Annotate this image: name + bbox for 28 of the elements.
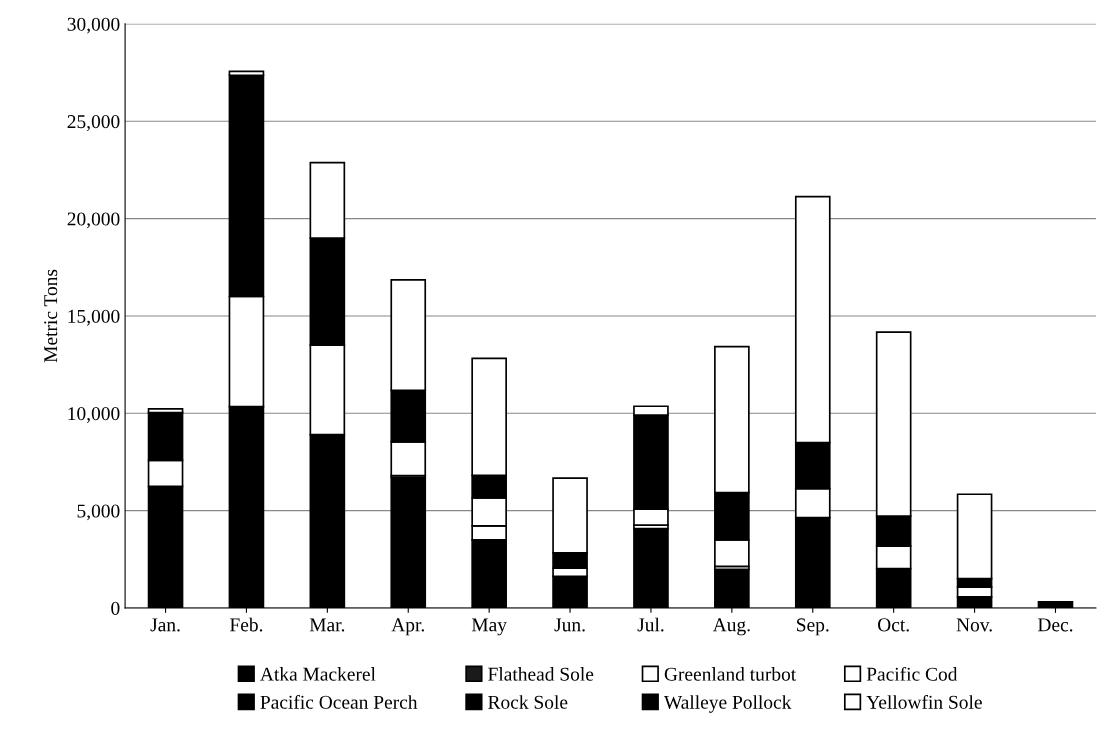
x-tick-label: Apr.: [391, 618, 424, 636]
legend-label: Flathead Sole: [488, 667, 594, 681]
legend-label: Rock Sole: [488, 695, 568, 709]
y-axis-title: Metric Tons: [44, 269, 58, 363]
x-tick-label: Jul.: [637, 617, 664, 632]
legend-label: Pacific Cod: [866, 666, 958, 681]
x-tick-label: Sep.: [797, 618, 829, 636]
legend-label: Walleye Pollock: [663, 695, 792, 713]
x-tick-label: Dec.: [1037, 618, 1073, 632]
y-tick-label: 5,000: [77, 504, 120, 521]
x-tick-label: Jan.: [150, 618, 180, 632]
x-tick-label: May: [471, 618, 507, 636]
legend-label: Yellowfin Sole: [866, 694, 982, 709]
x-tick-label: Oct.: [878, 618, 909, 632]
y-tick-label: 10,000: [68, 407, 120, 424]
y-tick-label: 15,000: [68, 309, 120, 326]
legend-label: Atka Mackerel: [260, 667, 376, 681]
x-tick-label: Jun.: [554, 618, 585, 632]
x-tick-label: Nov.: [956, 618, 992, 632]
x-tick-label: Feb.: [229, 617, 263, 632]
legend-label: Pacific Ocean Perch: [260, 694, 418, 709]
x-tick-label: Aug.: [712, 618, 750, 636]
y-tick-label: 25,000: [67, 115, 120, 131]
legend-label: Greenland turbot: [664, 667, 797, 681]
y-tick-label: 30,000: [67, 17, 120, 34]
y-tick-label: 20,000: [67, 212, 120, 229]
y-tick-label: 0: [111, 601, 120, 615]
x-tick-label: Mar.: [309, 618, 345, 632]
